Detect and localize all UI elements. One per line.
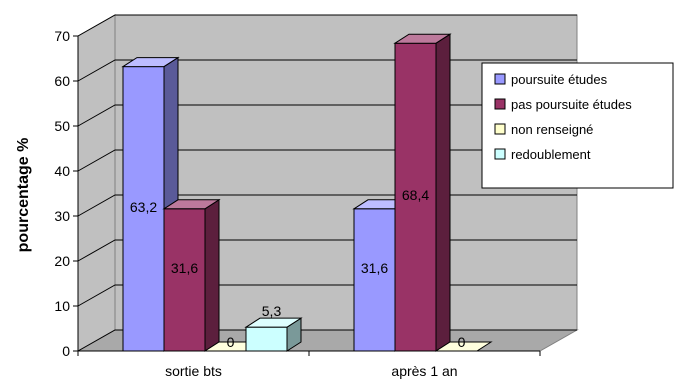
y-tick-label: 40 [54,163,70,179]
y-tick-label: 20 [54,253,70,269]
legend-swatch [494,148,506,160]
bar-top [393,33,452,44]
legend: poursuite études pas poursuite études non … [481,62,674,189]
x-tick-label: sortie bts [165,363,222,379]
legend-entry: non renseigné [494,122,593,137]
data-label: 63,2 [130,199,157,215]
gridline [77,14,577,37]
chart-walls [76,14,579,352]
legend-label: redoublement [511,147,591,162]
x-axis: sortie bts après 1 an [77,350,541,379]
bar-front [245,326,288,352]
data-label: 5,3 [262,303,282,319]
y-axis: 0 10 20 30 40 50 60 70 [54,28,79,359]
legend-swatch [494,98,506,110]
bar-front [122,66,165,352]
bar [434,341,493,352]
y-tick-label: 70 [54,28,70,44]
data-label: 0 [458,334,466,350]
legend-label: pas poursuite études [511,97,632,112]
bar-front [353,208,396,352]
data-label: 31,6 [171,260,198,276]
data-labels: 63,2 31,6 0 5,3 31,6 68,4 0 [130,187,466,350]
legend-box [481,62,674,189]
legend-label: non renseigné [511,122,593,137]
bar-top [434,341,493,352]
legend-entry: poursuite études [494,72,608,87]
bar-top [244,317,303,328]
bar [244,317,303,352]
bar-side [435,33,451,352]
y-tick-label: 0 [62,343,70,359]
data-label: 68,4 [402,187,429,203]
bar-side [204,198,220,352]
legend-entry: redoublement [494,147,591,162]
y-axis-label: pourcentage % [15,138,32,253]
legend-swatch [494,123,506,135]
legend-swatch [494,73,506,85]
legend-entry: pas poursuite études [494,97,632,112]
bars [121,33,493,352]
x-tick-label: après 1 an [391,363,457,379]
bar-front [163,208,206,352]
bar [162,198,221,352]
bar [393,33,452,352]
data-label: 0 [227,334,235,350]
bar-top [162,199,221,210]
y-tick-label: 10 [54,298,70,314]
y-tick-label: 50 [54,118,70,134]
data-label: 31,6 [361,260,388,276]
y-tick-label: 30 [54,208,70,224]
left-wall [77,14,116,352]
bar-top [121,57,180,68]
legend-label: poursuite études [511,72,608,87]
y-tick-label: 60 [54,73,70,89]
